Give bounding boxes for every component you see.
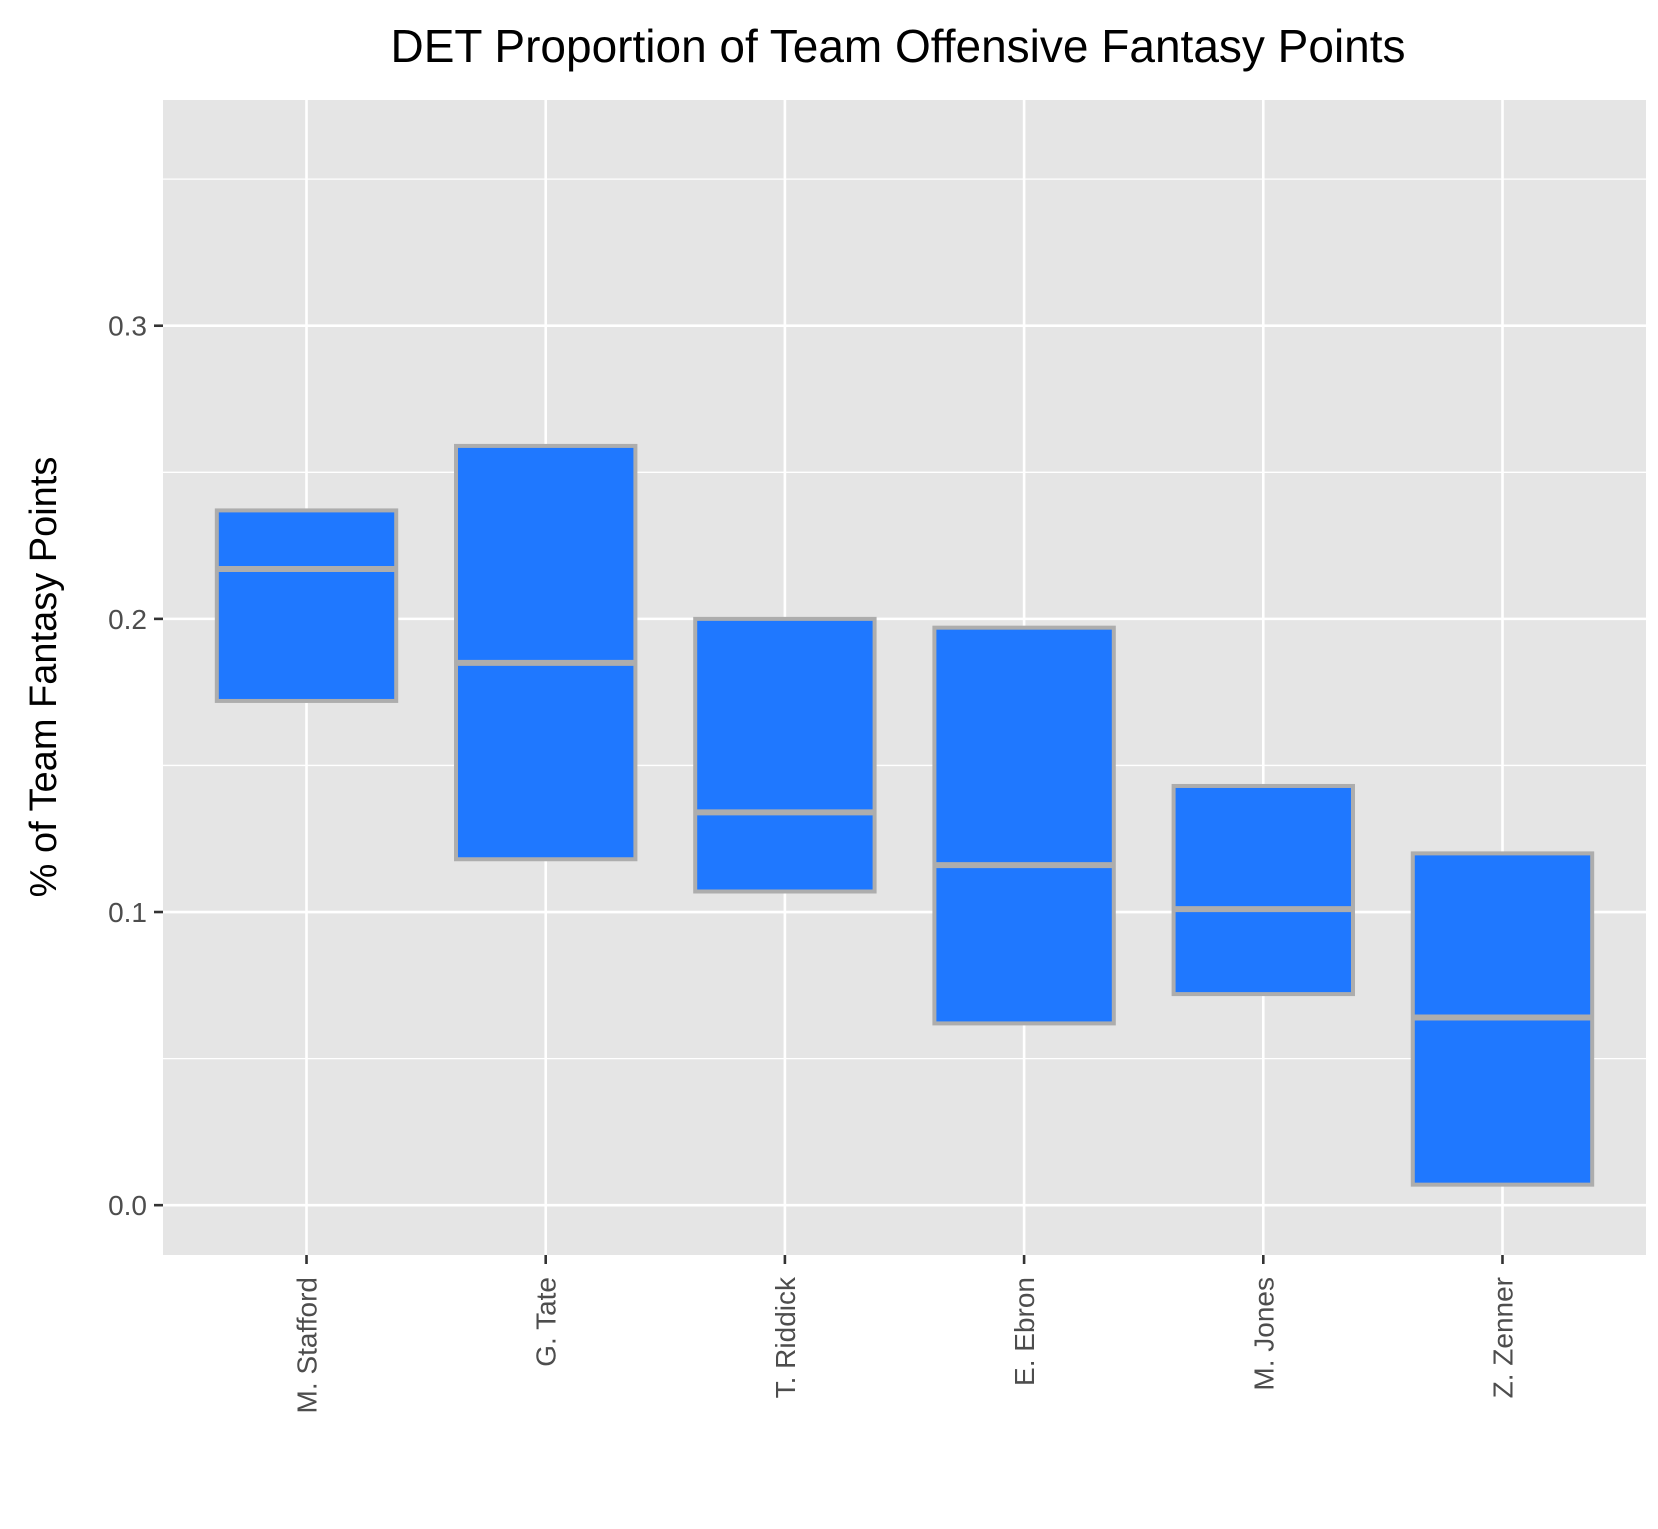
- box-rect: [934, 628, 1113, 1024]
- box-e-ebron: [934, 628, 1113, 1024]
- x-tick-label: M. Stafford: [292, 1277, 323, 1413]
- chart-title: DET Proportion of Team Offensive Fantasy…: [390, 20, 1405, 72]
- box-m-jones: [1174, 786, 1353, 994]
- y-axis-label: % of Team Fantasy Points: [23, 457, 65, 898]
- box-m-stafford: [217, 510, 396, 701]
- box-rect: [1174, 786, 1353, 994]
- box-g-tate: [456, 446, 635, 859]
- box-t-riddick: [695, 619, 874, 892]
- box-rect: [695, 619, 874, 892]
- y-tick-label: 0.2: [108, 604, 147, 635]
- x-tick-label: G. Tate: [531, 1277, 562, 1367]
- x-tick-label: Z. Zenner: [1487, 1277, 1518, 1398]
- x-axis: M. Stafford G. Tate T. Riddick E. Ebron M. J…: [292, 1255, 1519, 1413]
- x-tick-label: E. Ebron: [1009, 1277, 1040, 1386]
- box-rect: [456, 446, 635, 859]
- y-tick-label: 0.0: [108, 1190, 147, 1221]
- x-tick-label: M. Jones: [1248, 1277, 1279, 1391]
- box-z-zenner: [1413, 853, 1592, 1184]
- y-axis: 0.0 0.1 0.2 0.3: [108, 311, 163, 1221]
- y-tick-label: 0.3: [108, 311, 147, 342]
- x-tick-label: T. Riddick: [770, 1276, 801, 1398]
- y-tick-label: 0.1: [108, 897, 147, 928]
- box-rect: [217, 510, 396, 701]
